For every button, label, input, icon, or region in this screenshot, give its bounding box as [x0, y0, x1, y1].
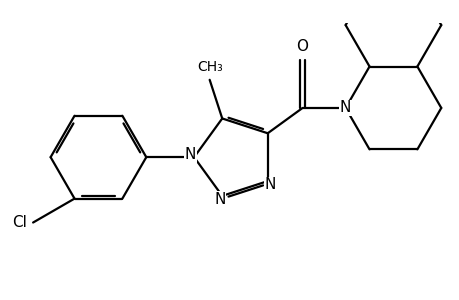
- Text: CH₃: CH₃: [196, 60, 222, 74]
- Text: N: N: [214, 192, 225, 207]
- Text: N: N: [339, 100, 351, 116]
- Text: N: N: [184, 147, 196, 162]
- Text: Cl: Cl: [12, 215, 27, 230]
- Text: O: O: [296, 39, 308, 54]
- Text: N: N: [264, 177, 275, 192]
- Text: N: N: [339, 100, 351, 116]
